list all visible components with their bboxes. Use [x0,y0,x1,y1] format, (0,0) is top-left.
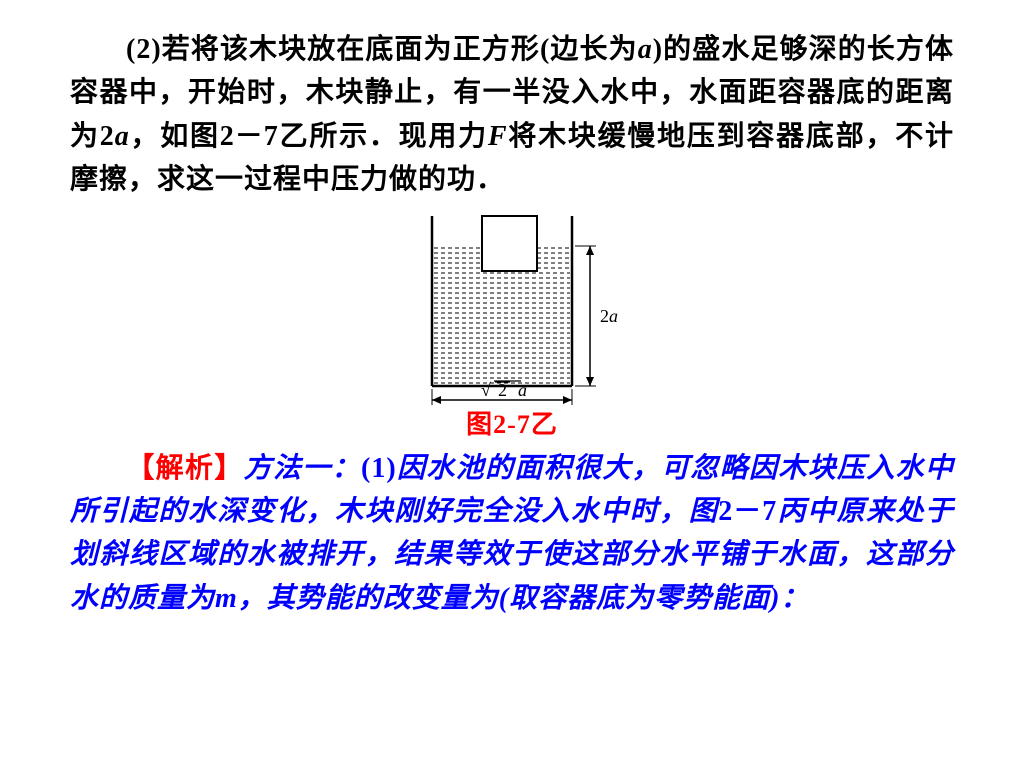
problem-text: (2)若将该木块放在底面为正方形(边长为a)的盛水足够深的长方体容器中，开始时，… [70,28,954,202]
two-a: 2a [100,121,130,152]
svg-text:2: 2 [498,380,507,400]
problem-part1-pre: 若将该木块放在底面为正方形(边长为 [162,34,638,65]
figure-svg: 2a √ 2a [382,206,642,406]
solution-lead: 【解析】 [126,453,244,484]
solution-num1: (1) [361,453,397,484]
figure: 2a √ 2a 图2-7乙 [70,206,954,441]
solution-figref: 2－7 [718,496,777,527]
var-a: a [638,34,653,65]
problem-part2: ，如图2－7乙所示．现用力 [130,121,488,152]
var-m: m [215,583,238,614]
figure-caption: 图2-7乙 [70,404,954,441]
svg-text:a: a [518,380,527,400]
solution-text: 【解析】方法一：(1)因水池的面积很大，可忽略因木块压入水中所引起的水深变化，木… [70,447,954,621]
problem-label: (2) [126,34,162,65]
svg-text:√: √ [481,380,491,400]
solution-body-pre: 方法一： [244,453,361,484]
svg-text:2a: 2a [600,306,618,326]
solution-body-post: ，其势能的改变量为(取容器底为零势能面)： [238,583,810,614]
page: (2)若将该木块放在底面为正方形(边长为a)的盛水足够深的长方体容器中，开始时，… [0,0,1024,640]
var-F: F [488,121,508,152]
